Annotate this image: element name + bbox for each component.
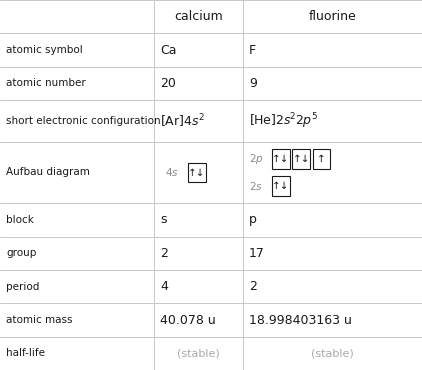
Text: short electronic configuration: short electronic configuration bbox=[6, 116, 161, 126]
Text: F: F bbox=[249, 44, 256, 57]
Text: 40.078 u: 40.078 u bbox=[160, 313, 216, 326]
Text: ↑↓: ↑↓ bbox=[272, 181, 290, 191]
Text: 4: 4 bbox=[160, 280, 168, 293]
Text: ↑↓: ↑↓ bbox=[188, 168, 206, 178]
Text: $4\mathit{s}$: $4\mathit{s}$ bbox=[165, 166, 179, 178]
Text: Ca: Ca bbox=[160, 44, 177, 57]
Text: 9: 9 bbox=[249, 77, 257, 90]
Text: ↑↓: ↑↓ bbox=[272, 154, 290, 164]
Text: 20: 20 bbox=[160, 77, 176, 90]
Text: s: s bbox=[160, 213, 167, 226]
Text: atomic number: atomic number bbox=[6, 78, 86, 88]
Text: 2: 2 bbox=[249, 280, 257, 293]
Text: ↑↓: ↑↓ bbox=[292, 154, 310, 164]
Text: 2: 2 bbox=[160, 247, 168, 260]
Text: group: group bbox=[6, 248, 37, 258]
Text: (stable): (stable) bbox=[311, 348, 354, 358]
Text: period: period bbox=[6, 282, 40, 292]
Text: block: block bbox=[6, 215, 34, 225]
Text: 18.998403163 u: 18.998403163 u bbox=[249, 313, 352, 326]
Text: $2\mathit{s}$: $2\mathit{s}$ bbox=[249, 180, 263, 192]
Text: $2\mathit{p}$: $2\mathit{p}$ bbox=[249, 152, 264, 166]
Text: atomic mass: atomic mass bbox=[6, 315, 73, 325]
Text: fluorine: fluorine bbox=[308, 10, 356, 23]
Text: p: p bbox=[249, 213, 257, 226]
Text: atomic symbol: atomic symbol bbox=[6, 45, 83, 55]
Text: $\mathrm{[Ar]4\mathit{s}^2}$: $\mathrm{[Ar]4\mathit{s}^2}$ bbox=[160, 112, 206, 130]
Text: $\mathrm{[He]2\mathit{s}^{\!2}2\mathit{p}^5}$: $\mathrm{[He]2\mathit{s}^{\!2}2\mathit{p… bbox=[249, 111, 318, 131]
Text: half-life: half-life bbox=[6, 348, 45, 358]
Text: calcium: calcium bbox=[174, 10, 223, 23]
Text: ↑: ↑ bbox=[317, 154, 326, 164]
Text: Aufbau diagram: Aufbau diagram bbox=[6, 168, 90, 178]
Text: (stable): (stable) bbox=[177, 348, 220, 358]
Text: 17: 17 bbox=[249, 247, 265, 260]
